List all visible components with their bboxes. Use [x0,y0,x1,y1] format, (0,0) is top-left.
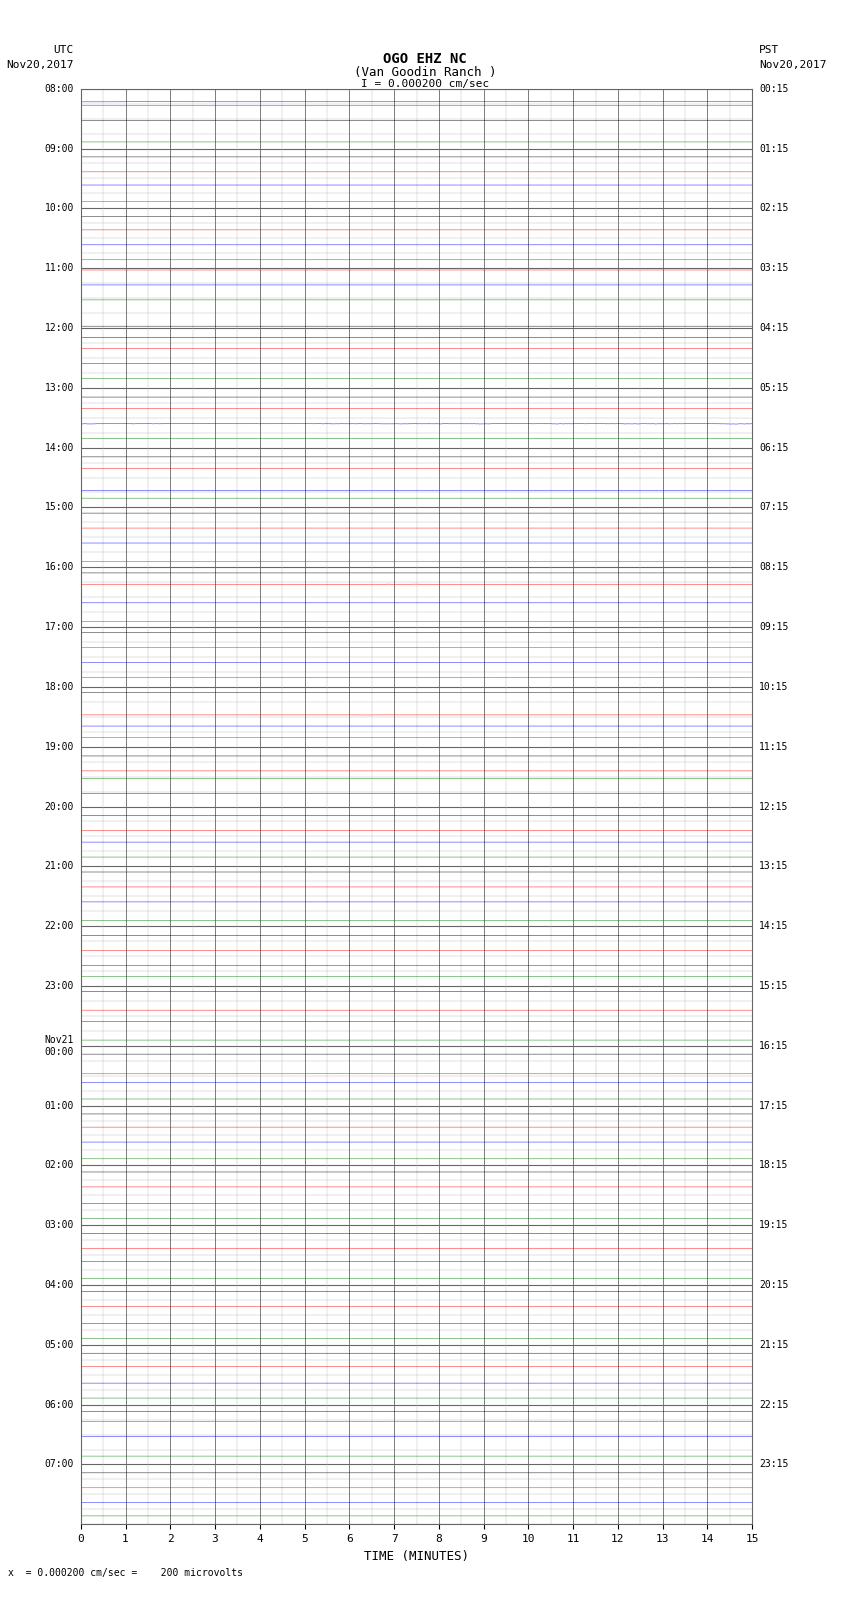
Text: 21:15: 21:15 [759,1340,789,1350]
Text: 09:15: 09:15 [759,623,789,632]
Text: 10:00: 10:00 [44,203,74,213]
Text: 14:15: 14:15 [759,921,789,931]
Text: 22:00: 22:00 [44,921,74,931]
Text: 10:15: 10:15 [759,682,789,692]
Text: 08:15: 08:15 [759,563,789,573]
Text: 01:00: 01:00 [44,1100,74,1111]
X-axis label: TIME (MINUTES): TIME (MINUTES) [364,1550,469,1563]
Text: 05:15: 05:15 [759,382,789,394]
Text: 18:15: 18:15 [759,1160,789,1171]
Text: 21:00: 21:00 [44,861,74,871]
Text: 11:00: 11:00 [44,263,74,273]
Text: 02:15: 02:15 [759,203,789,213]
Text: 17:00: 17:00 [44,623,74,632]
Text: 19:15: 19:15 [759,1219,789,1231]
Text: 04:00: 04:00 [44,1281,74,1290]
Text: 03:15: 03:15 [759,263,789,273]
Text: 23:00: 23:00 [44,981,74,990]
Text: 09:00: 09:00 [44,144,74,153]
Text: x  = 0.000200 cm/sec =    200 microvolts: x = 0.000200 cm/sec = 200 microvolts [8,1568,243,1578]
Text: 22:15: 22:15 [759,1400,789,1410]
Text: 07:15: 07:15 [759,502,789,513]
Text: 20:15: 20:15 [759,1281,789,1290]
Text: Nov21
00:00: Nov21 00:00 [44,1036,74,1057]
Text: Nov20,2017: Nov20,2017 [759,60,826,69]
Text: 06:15: 06:15 [759,442,789,453]
Text: 04:15: 04:15 [759,323,789,332]
Text: 05:00: 05:00 [44,1340,74,1350]
Text: 13:15: 13:15 [759,861,789,871]
Text: 06:00: 06:00 [44,1400,74,1410]
Text: 11:15: 11:15 [759,742,789,752]
Text: 08:00: 08:00 [44,84,74,94]
Text: (Van Goodin Ranch ): (Van Goodin Ranch ) [354,66,496,79]
Text: 00:15: 00:15 [759,84,789,94]
Text: OGO EHZ NC: OGO EHZ NC [383,52,467,66]
Text: PST: PST [759,45,779,55]
Text: 01:15: 01:15 [759,144,789,153]
Text: 17:15: 17:15 [759,1100,789,1111]
Text: 23:15: 23:15 [759,1460,789,1469]
Text: Nov20,2017: Nov20,2017 [7,60,74,69]
Text: 13:00: 13:00 [44,382,74,394]
Text: 12:15: 12:15 [759,802,789,811]
Text: 19:00: 19:00 [44,742,74,752]
Text: 16:15: 16:15 [759,1040,789,1050]
Text: 12:00: 12:00 [44,323,74,332]
Text: 03:00: 03:00 [44,1219,74,1231]
Text: 20:00: 20:00 [44,802,74,811]
Text: 18:00: 18:00 [44,682,74,692]
Text: 16:00: 16:00 [44,563,74,573]
Text: 15:00: 15:00 [44,502,74,513]
Text: UTC: UTC [54,45,74,55]
Text: 15:15: 15:15 [759,981,789,990]
Text: 07:00: 07:00 [44,1460,74,1469]
Text: 02:00: 02:00 [44,1160,74,1171]
Text: I = 0.000200 cm/sec: I = 0.000200 cm/sec [361,79,489,89]
Text: 14:00: 14:00 [44,442,74,453]
